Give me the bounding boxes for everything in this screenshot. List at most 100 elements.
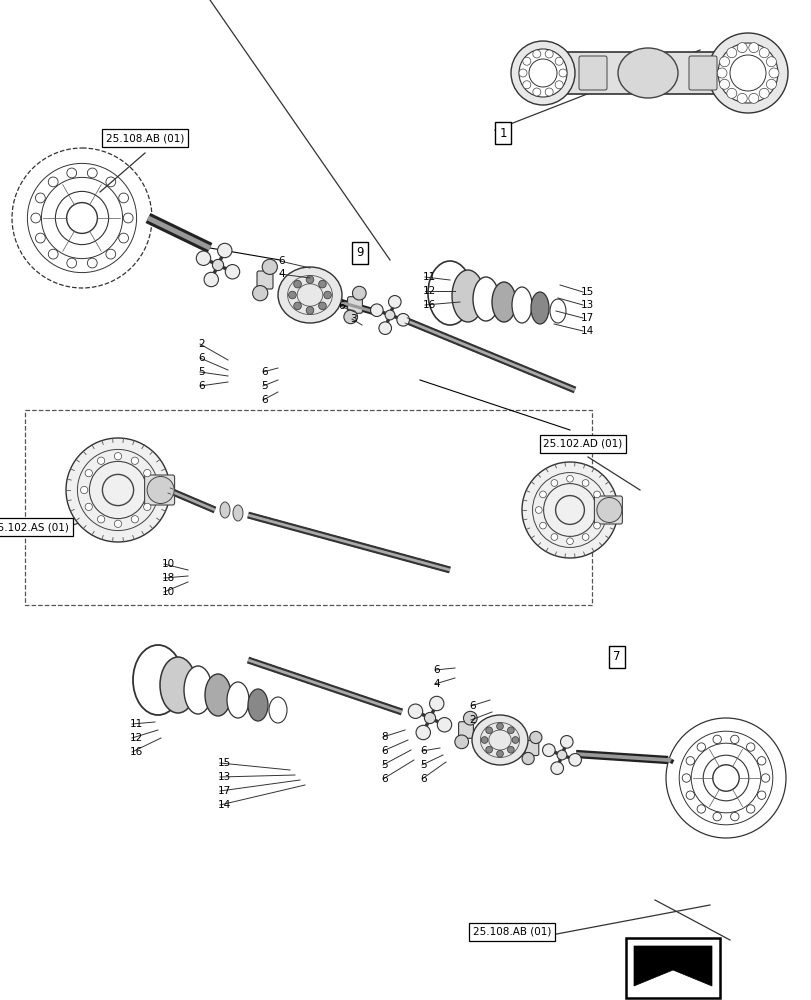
Text: 17: 17: [581, 313, 594, 323]
Circle shape: [424, 712, 435, 724]
Circle shape: [566, 538, 573, 545]
Text: 5: 5: [198, 367, 204, 377]
Circle shape: [717, 43, 777, 103]
Text: 5: 5: [419, 760, 426, 770]
Circle shape: [324, 291, 331, 299]
Circle shape: [716, 68, 726, 78]
Circle shape: [294, 280, 301, 288]
Circle shape: [597, 507, 604, 513]
Text: 16: 16: [130, 747, 143, 757]
Text: 15: 15: [581, 287, 594, 297]
Circle shape: [712, 735, 720, 744]
Text: 14: 14: [581, 326, 594, 336]
Circle shape: [66, 438, 169, 542]
Circle shape: [88, 168, 97, 178]
Ellipse shape: [530, 292, 548, 324]
Circle shape: [758, 48, 768, 58]
Circle shape: [556, 750, 566, 760]
Circle shape: [252, 286, 268, 301]
Text: 2: 2: [469, 715, 475, 725]
Circle shape: [528, 59, 556, 87]
Circle shape: [507, 727, 513, 734]
FancyBboxPatch shape: [530, 52, 765, 94]
Circle shape: [397, 313, 409, 326]
Circle shape: [118, 193, 128, 203]
Circle shape: [521, 752, 534, 765]
Circle shape: [123, 213, 133, 223]
Circle shape: [518, 49, 566, 97]
Circle shape: [437, 718, 451, 732]
Circle shape: [370, 304, 383, 317]
Circle shape: [736, 93, 746, 103]
Circle shape: [730, 735, 738, 744]
Text: 6: 6: [260, 367, 268, 377]
Text: 25.102.AS (01): 25.102.AS (01): [0, 522, 69, 532]
Circle shape: [761, 774, 769, 782]
FancyBboxPatch shape: [347, 297, 362, 313]
Ellipse shape: [473, 277, 499, 321]
Circle shape: [67, 168, 76, 178]
Circle shape: [80, 486, 88, 494]
Circle shape: [748, 43, 757, 53]
Circle shape: [555, 57, 563, 65]
Circle shape: [379, 322, 391, 334]
Circle shape: [97, 457, 105, 464]
Circle shape: [288, 291, 296, 299]
Circle shape: [539, 491, 546, 498]
Circle shape: [522, 57, 530, 65]
Text: 13: 13: [581, 300, 594, 310]
Text: 17: 17: [217, 786, 231, 796]
Text: 13: 13: [217, 772, 231, 782]
Circle shape: [415, 725, 430, 740]
Circle shape: [581, 534, 588, 540]
Circle shape: [144, 503, 151, 511]
FancyBboxPatch shape: [144, 475, 174, 505]
FancyBboxPatch shape: [257, 271, 272, 289]
Circle shape: [544, 50, 552, 58]
Ellipse shape: [471, 715, 527, 765]
Circle shape: [542, 744, 555, 757]
Ellipse shape: [491, 282, 515, 322]
Circle shape: [551, 480, 557, 486]
Circle shape: [429, 696, 444, 711]
Circle shape: [593, 491, 599, 498]
Circle shape: [454, 735, 468, 749]
Ellipse shape: [160, 657, 195, 713]
Ellipse shape: [452, 270, 483, 322]
Circle shape: [496, 750, 503, 757]
Text: 12: 12: [130, 733, 143, 743]
Text: 9: 9: [356, 246, 363, 259]
Text: 25.102.AD (01): 25.102.AD (01): [543, 439, 622, 449]
Circle shape: [48, 249, 58, 259]
Text: 6: 6: [380, 774, 387, 784]
Circle shape: [726, 88, 736, 98]
Circle shape: [85, 503, 92, 511]
Circle shape: [225, 265, 239, 279]
Circle shape: [566, 475, 573, 482]
Text: 7: 7: [612, 650, 620, 664]
Circle shape: [569, 753, 581, 766]
Circle shape: [532, 50, 540, 58]
Text: 6: 6: [469, 701, 475, 711]
Circle shape: [131, 457, 139, 464]
Text: 6: 6: [198, 353, 204, 363]
Circle shape: [555, 81, 563, 89]
Ellipse shape: [133, 645, 182, 715]
Circle shape: [685, 757, 693, 765]
Circle shape: [384, 310, 394, 320]
Text: 4: 4: [432, 679, 439, 689]
Circle shape: [217, 243, 232, 258]
Text: 25.108.AB (01): 25.108.AB (01): [472, 927, 551, 937]
Circle shape: [745, 805, 754, 813]
Ellipse shape: [427, 261, 471, 325]
Ellipse shape: [549, 299, 565, 323]
Ellipse shape: [617, 48, 677, 98]
Circle shape: [534, 507, 542, 513]
Text: 2: 2: [198, 339, 204, 349]
Circle shape: [512, 737, 518, 743]
Circle shape: [685, 791, 693, 799]
Circle shape: [114, 520, 122, 527]
Circle shape: [463, 711, 477, 725]
Circle shape: [551, 534, 557, 540]
Circle shape: [148, 486, 155, 494]
